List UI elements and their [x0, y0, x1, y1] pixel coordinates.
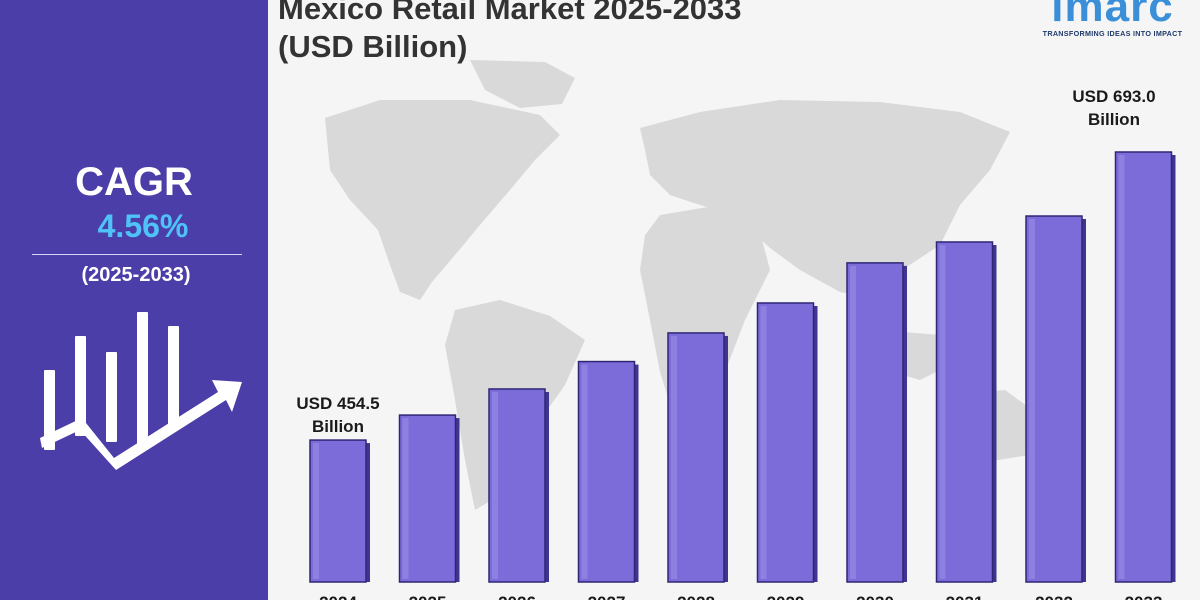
end-value-annotation: USD 693.0 Billion: [1058, 85, 1170, 131]
bars: [309, 151, 1176, 583]
bar-highlight: [850, 265, 856, 579]
chart-title: Mexico Retail Market 2025-2033 (USD Bill…: [278, 0, 742, 66]
imarc-logo: imarc TRANSFORMING IDEAS INTO IMPACT: [1030, 0, 1195, 40]
x-tick-label: 2024: [319, 593, 357, 600]
cagr-value: 4.56%: [97, 208, 189, 244]
cagr-divider: [32, 254, 242, 255]
x-tick-label: 2026: [498, 593, 536, 600]
x-tick-label: 2025: [409, 593, 447, 600]
start-unit-label: Billion: [312, 417, 364, 436]
bar-2024: [309, 439, 367, 583]
bar-2028: [667, 332, 725, 583]
bar-highlight: [671, 335, 677, 579]
start-value-label: USD 454.5: [296, 394, 380, 413]
bar-highlight: [313, 443, 319, 579]
logo-wordmark: imarc: [1051, 0, 1174, 31]
bar-2030: [846, 262, 904, 583]
bar-2033: [1114, 151, 1173, 583]
x-tick-label: 2028: [677, 593, 715, 600]
x-axis-ticks: 2024 2025 2026 2027 2028 2029 2030 2031 2032 2033: [319, 593, 1162, 600]
cagr-panel: CAGR 4.56% (2025-2033): [0, 0, 268, 600]
chart-title-line-2: (USD Billion): [278, 29, 468, 64]
cagr-period: (2025-2033): [81, 264, 191, 286]
end-unit-label: Billion: [1088, 110, 1140, 129]
bar-2029: [756, 302, 815, 583]
x-tick-label: 2032: [1035, 593, 1073, 600]
end-value-label: USD 693.0: [1072, 87, 1156, 106]
bar-2027: [577, 360, 636, 583]
bar-2025: [398, 414, 457, 583]
bar-2032: [1025, 215, 1083, 583]
bar-highlight: [1029, 219, 1035, 580]
x-tick-label: 2030: [856, 593, 894, 600]
bar-2026: [488, 388, 546, 583]
bar-highlight: [581, 364, 588, 579]
bar-highlight: [1118, 155, 1125, 579]
bar-highlight: [492, 391, 498, 579]
x-tick-label: 2027: [588, 593, 626, 600]
bar-growth-arrow-icon: [40, 312, 242, 470]
start-value-annotation: USD 454.5 Billion: [282, 392, 394, 438]
logo-tagline: TRANSFORMING IDEAS INTO IMPACT: [1042, 29, 1183, 38]
cagr-label: CAGR: [75, 160, 193, 204]
x-tick-label: 2033: [1125, 593, 1163, 600]
bar-highlight: [939, 244, 946, 579]
chart-title-line-1: Mexico Retail Market 2025-2033: [278, 0, 742, 26]
bar-highlight: [402, 418, 409, 579]
x-tick-label: 2031: [946, 593, 984, 600]
x-tick-label: 2029: [767, 593, 805, 600]
bar-2031: [935, 241, 994, 583]
bar-highlight: [760, 305, 767, 579]
